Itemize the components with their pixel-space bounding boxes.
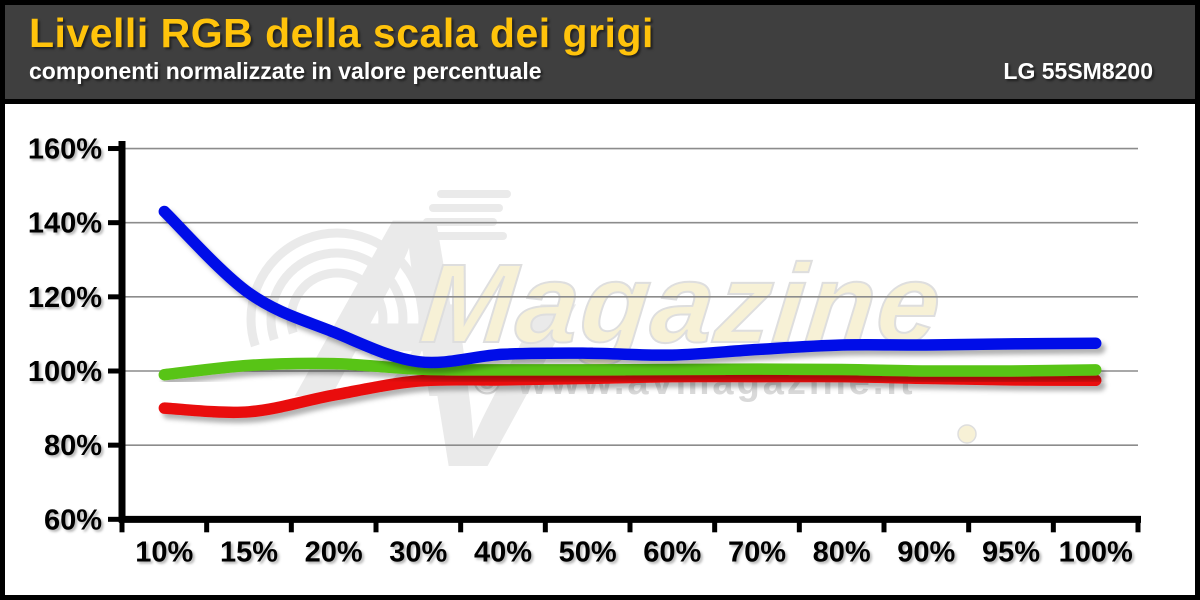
chart-area: A V Magazine © www.avmagazine.it 160% 140% 12…	[5, 104, 1195, 595]
axis-labels: 160% 140% 120% 100% 80% 60% 10% 15% 20% 30% 40% 50%…	[28, 134, 1133, 569]
watermark-speed-line	[433, 232, 507, 240]
watermark-dot	[957, 424, 977, 444]
subtitle-row: componenti normalizzate in valore percen…	[29, 58, 1153, 85]
series-line-G	[158, 357, 1102, 381]
x-tick-label: 80%	[813, 536, 871, 568]
watermark-swoosh-arc	[266, 248, 408, 390]
x-tick-label: 10%	[135, 536, 193, 568]
watermark-speed-line	[437, 190, 511, 198]
gridlines	[122, 147, 1138, 446]
watermark-logo-a: A	[294, 166, 484, 451]
x-tick-label: 90%	[897, 536, 955, 568]
x-tick-label: 50%	[559, 536, 617, 568]
y-tick-label: 60%	[44, 504, 102, 536]
series-line-B	[158, 205, 1102, 369]
y-tick-label: 160%	[28, 134, 102, 166]
x-tick-label: 70%	[728, 536, 786, 568]
y-tick-label: 80%	[44, 430, 102, 462]
chart-subtitle: componenti normalizzate in valore percen…	[29, 57, 542, 84]
x-tick-label: 100%	[1059, 536, 1133, 568]
x-tick-label: 20%	[305, 536, 363, 568]
x-tick-label: 95%	[982, 536, 1040, 568]
series-lines	[158, 205, 1102, 419]
chart-title: Livelli RGB della scala dei grigi	[29, 10, 654, 56]
x-tick-label: 15%	[220, 536, 278, 568]
y-tick-label: 140%	[28, 208, 102, 240]
device-model-label: LG 55SM8200	[1003, 57, 1153, 84]
header-divider	[5, 99, 1195, 104]
watermark-speed-line	[429, 204, 503, 212]
y-tick-label: 120%	[28, 282, 102, 314]
chart-header: Livelli RGB della scala dei grigi compon…	[5, 5, 1195, 99]
x-tick-label: 60%	[643, 536, 701, 568]
watermark-swoosh-arc	[246, 228, 428, 410]
series-line-R	[158, 370, 1102, 419]
x-tick-label: 30%	[389, 536, 447, 568]
y-tick-label: 100%	[28, 356, 102, 388]
axes	[108, 141, 1141, 533]
x-tick-label: 40%	[474, 536, 532, 568]
